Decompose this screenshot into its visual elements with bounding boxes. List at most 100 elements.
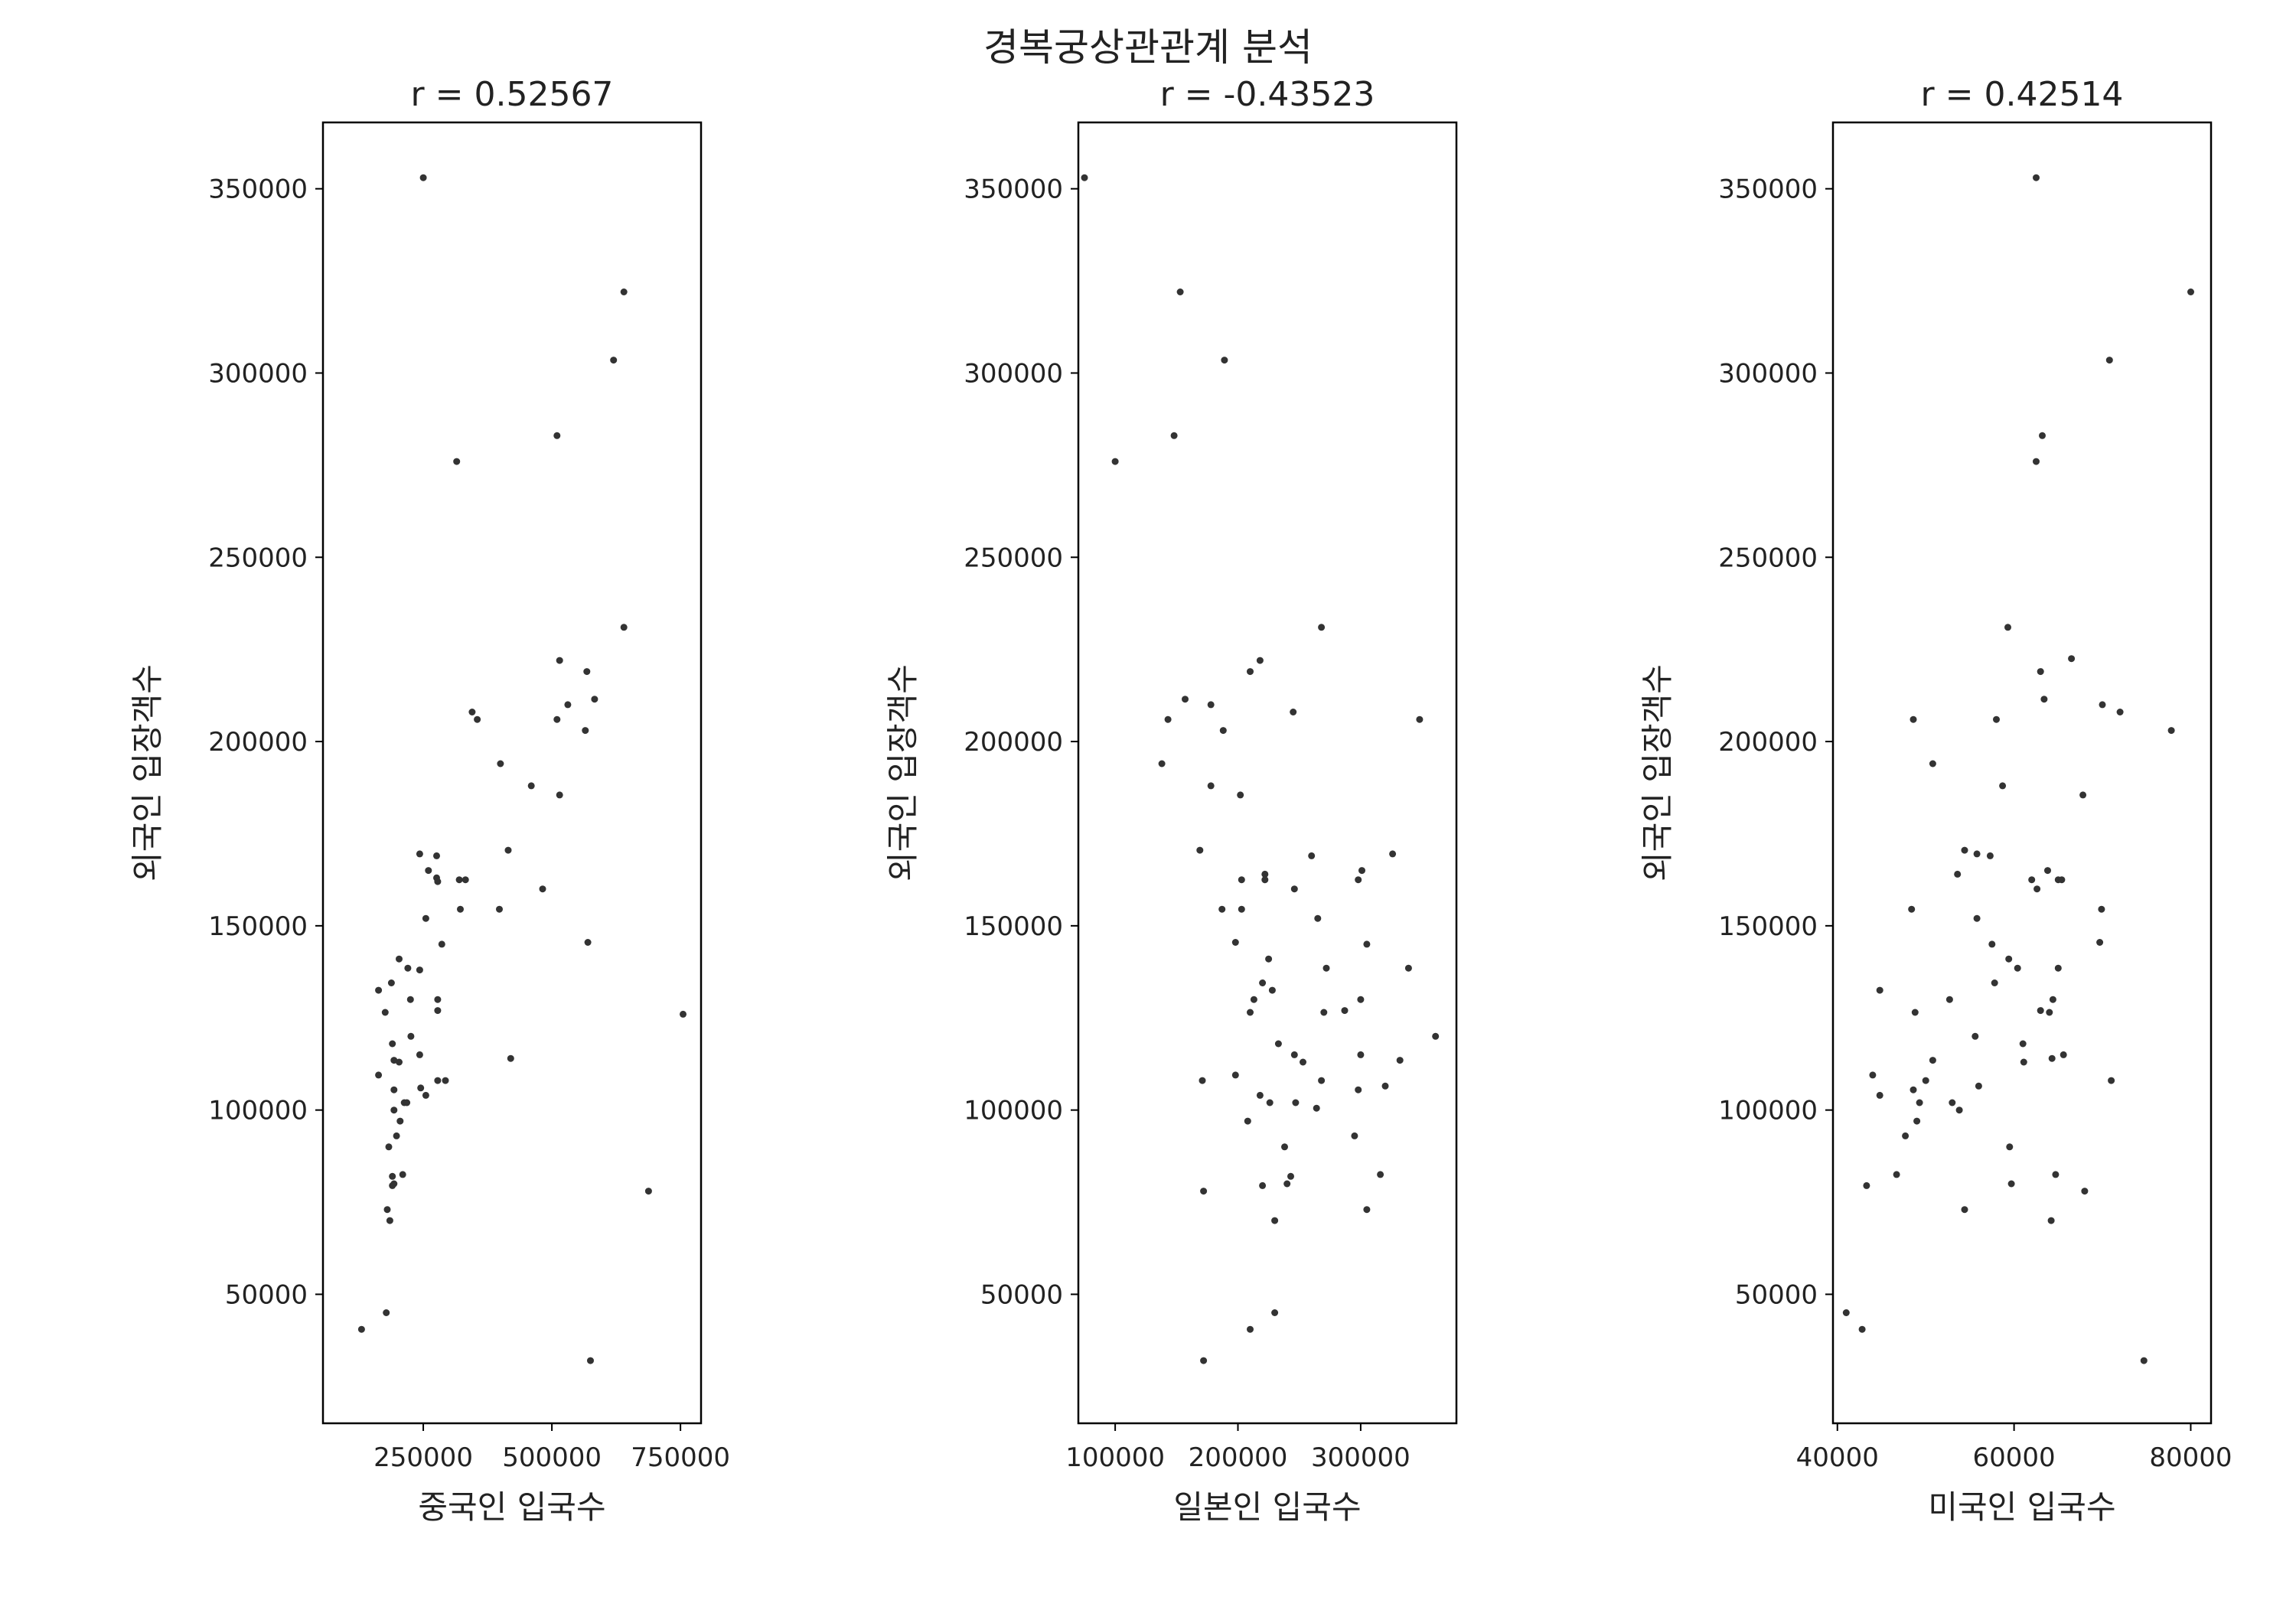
scatter-point (474, 715, 481, 723)
panel-title: r = 0.52567 (411, 75, 614, 114)
scatter-point (2167, 727, 2175, 735)
y-axis-label: 외국인 입장객수 (1639, 664, 1676, 882)
y-axis-label: 외국인 입장객수 (129, 664, 166, 882)
scatter-point (2046, 1009, 2053, 1016)
scatter-point (1355, 1086, 1362, 1093)
scatter-point (2081, 1188, 2089, 1195)
scatter-point (457, 905, 464, 913)
scatter-point (1237, 791, 1244, 799)
x-axis-label: 일본인 입국수 (1173, 1488, 1361, 1526)
scatter-point (2033, 885, 2041, 893)
scatter-point (2037, 1007, 2044, 1015)
scatter-point (416, 966, 423, 974)
scatter-point (2004, 624, 2011, 631)
y-tick-label: 250000 (208, 543, 308, 573)
scatter-point (407, 1032, 415, 1040)
scatter-point (1300, 1058, 1306, 1066)
y-tick-label: 200000 (208, 727, 308, 758)
scatter-point (504, 846, 512, 854)
scatter-point (1961, 846, 1968, 854)
scatter-point (591, 696, 598, 703)
scatter-point (1999, 782, 2007, 790)
y-tick-label: 150000 (1718, 911, 1818, 942)
scatter-point (527, 782, 535, 790)
scatter-point (389, 1181, 396, 1189)
scatter-point (2037, 668, 2044, 676)
scatter-point (1913, 1117, 1921, 1125)
x-tick-label: 300000 (1311, 1442, 1411, 1473)
x-tick-label: 80000 (2149, 1442, 2232, 1473)
scatter-point (1357, 1051, 1365, 1058)
scatter-point (389, 1172, 396, 1180)
scatter-point (1341, 1007, 1349, 1015)
scatter-point (1988, 940, 1996, 948)
y-tick-label: 100000 (1718, 1096, 1818, 1126)
scatter-point (425, 867, 432, 875)
scatter-point (2028, 876, 2036, 884)
scatter-point (1876, 986, 1883, 994)
scatter-panel-chinese: 250000 500000 750000 50000 100000 150000 20000… (129, 75, 730, 1526)
y-tick-label: 100000 (964, 1096, 1063, 1126)
scatter-point (2079, 791, 2087, 799)
scatter-point (1363, 940, 1371, 948)
panel-title: r = -0.43523 (1160, 75, 1375, 114)
scatter-point (553, 432, 561, 439)
scatter-point (1266, 1099, 1274, 1106)
scatter-point (1320, 1009, 1328, 1016)
axes-frame (1831, 121, 2213, 1425)
scatter-point (1973, 850, 1981, 858)
scatter-point (2007, 1180, 2015, 1188)
scatter-point (2033, 174, 2040, 181)
scatter-point (1381, 1082, 1389, 1090)
scatter-point (1377, 1171, 1384, 1178)
scatter-point (1314, 914, 1322, 922)
scatter-point (1247, 1009, 1254, 1016)
scatter-point (1261, 876, 1269, 884)
scatter-point (2014, 964, 2021, 972)
scatter-point (582, 727, 589, 735)
scatter-point (442, 1077, 449, 1084)
scatter-point (1876, 1091, 1883, 1099)
scatter-point (1256, 657, 1264, 664)
scatter-point (434, 996, 442, 1003)
scatter-point (1081, 174, 1088, 181)
scatter-point (1290, 709, 1297, 715)
scatter-point (1322, 964, 1330, 972)
scatter-point (2054, 964, 2062, 972)
y-tick-label: 300000 (964, 358, 1063, 389)
scatter-point (404, 964, 412, 972)
scatter-point (389, 1040, 396, 1048)
scatter-point (2099, 701, 2106, 709)
scatter-point (1954, 870, 1962, 878)
scatter-point (1283, 1180, 1291, 1188)
scatter-point (2060, 1051, 2067, 1058)
scatter-point (1182, 696, 1189, 703)
scatter-point (2052, 1171, 2060, 1178)
scatter-point (416, 1051, 423, 1058)
scatter-point (584, 939, 592, 946)
scatter-point (1308, 852, 1316, 859)
scatter-point (1902, 1132, 1910, 1139)
y-tick-label: 150000 (208, 911, 308, 942)
scatter-point (1290, 1051, 1298, 1058)
scatter-point (1986, 852, 1994, 859)
scatter-point (1961, 1206, 1968, 1214)
scatter-point (1318, 1077, 1326, 1084)
scatter-point (620, 624, 628, 631)
scatter-point (422, 1091, 429, 1099)
scatter-point (2140, 1357, 2148, 1364)
scatter-point (1922, 1077, 1929, 1084)
scatter-point (1404, 964, 1412, 972)
y-axis-label: 외국인 입장객수 (884, 664, 921, 882)
x-tick-label: 40000 (1796, 1442, 1879, 1473)
scatter-point (1358, 867, 1365, 875)
y-tick-label: 50000 (225, 1279, 308, 1310)
scatter-point (1945, 996, 1953, 1003)
scatter-point (386, 1217, 393, 1224)
scatter-point (468, 709, 476, 715)
scatter-point (1290, 885, 1298, 893)
scatter-point (1993, 715, 2000, 723)
scatter-point (1271, 1217, 1279, 1224)
